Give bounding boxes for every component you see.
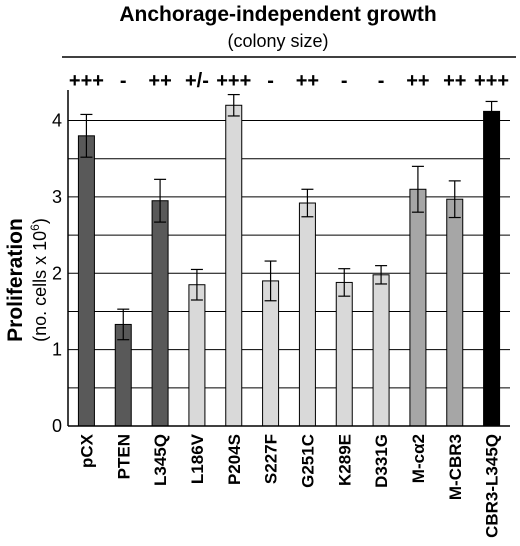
bar xyxy=(483,110,501,427)
bar xyxy=(372,274,390,427)
growth-label: - xyxy=(267,70,274,92)
x-tick-label: PTEN xyxy=(114,434,133,479)
bar xyxy=(298,202,316,427)
growth-label: - xyxy=(378,70,385,92)
x-tick-label: P204S xyxy=(225,434,244,485)
x-tick-label: pCX xyxy=(77,433,96,468)
growth-labels: +++ - ++ +/- +++ - ++ - - ++ ++ +++ xyxy=(69,70,509,92)
y-tick-label: 2 xyxy=(52,263,62,283)
y-axis-unit-superscript: 6 xyxy=(28,224,42,231)
x-tick-label: D331G xyxy=(372,434,391,488)
error-bars xyxy=(80,93,498,341)
growth-label: ++ xyxy=(443,70,466,92)
bar xyxy=(225,104,243,427)
growth-label: ++ xyxy=(148,70,171,92)
y-axis-label: Proliferation xyxy=(4,218,27,342)
y-tick-label: 3 xyxy=(52,187,62,207)
y-axis-unit-close: ) xyxy=(30,218,50,224)
bars xyxy=(77,104,501,427)
y-axis-unit: (no. cells x 106) xyxy=(28,218,50,342)
y-tick-labels: 0 1 2 3 4 xyxy=(52,111,62,436)
x-tick-label: G251C xyxy=(298,434,317,488)
x-tick-label: K289E xyxy=(335,434,354,486)
x-tick-label: L345Q xyxy=(151,434,170,486)
chart-title: Anchorage-independent growth xyxy=(119,3,436,26)
growth-label: +++ xyxy=(474,70,509,92)
gridlines xyxy=(68,120,510,389)
growth-label: ++ xyxy=(296,70,319,92)
y-tick-label: 4 xyxy=(52,111,62,131)
growth-label: - xyxy=(341,70,348,92)
growth-label: +++ xyxy=(69,70,104,92)
x-tick-label: CBR3-L345Q xyxy=(483,434,502,538)
bar xyxy=(262,280,280,427)
bar xyxy=(77,135,95,427)
y-tick-label: 0 xyxy=(52,416,62,436)
growth-label: ++ xyxy=(406,70,429,92)
x-tick-label: S227F xyxy=(262,434,281,484)
x-tick-label: L186V xyxy=(188,433,207,484)
growth-label: +++ xyxy=(216,70,251,92)
bar xyxy=(335,281,353,427)
bar xyxy=(151,200,169,427)
bar xyxy=(446,198,464,427)
bar xyxy=(188,284,206,427)
bar xyxy=(409,188,427,427)
x-tick-label: M-cα2 xyxy=(409,434,428,483)
y-axis-unit-text: (no. cells x 10 xyxy=(30,231,50,342)
chart-subtitle: (colony size) xyxy=(227,31,328,51)
x-tick-label: M-CBR3 xyxy=(446,434,465,500)
x-tick-labels: pCX PTEN L345Q L186V P204S S227F G251C K289E D33… xyxy=(77,433,501,538)
growth-label: - xyxy=(120,70,127,92)
growth-label: +/- xyxy=(185,70,209,92)
y-tick-label: 1 xyxy=(52,340,62,360)
